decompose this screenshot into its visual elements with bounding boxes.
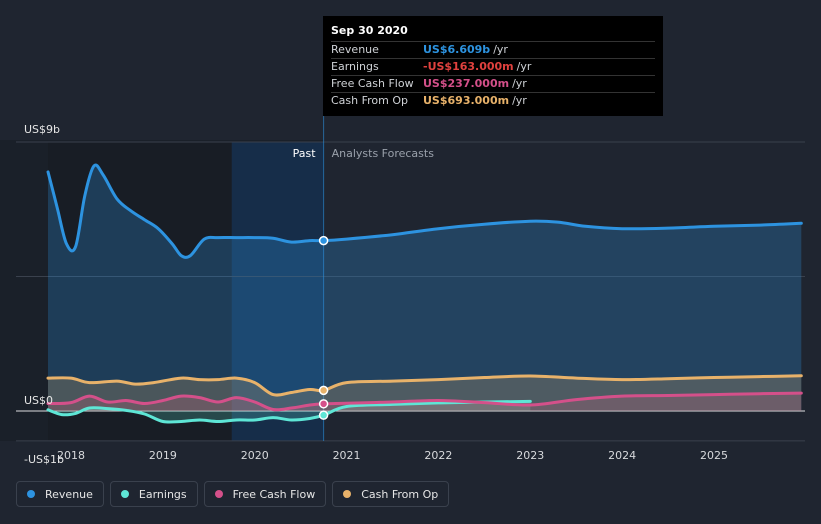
tooltip-row-free-cash-flow: Free Cash Flow US$237.000m /yr: [331, 75, 655, 92]
legend-label: Earnings: [138, 487, 187, 501]
x-tick-label: 2020: [241, 449, 269, 462]
x-tick-label: 2024: [608, 449, 636, 462]
x-tick-label: 2023: [516, 449, 544, 462]
revenue-line: [46, 163, 803, 259]
cash-from-op-area: [48, 375, 802, 411]
tooltip-row-value: US$693.000m: [423, 94, 510, 107]
tooltip-row-unit: /yr: [493, 43, 508, 56]
earnings-line: [46, 399, 532, 424]
legend-dot-icon: [214, 490, 223, 498]
x-tick-label: 2018: [57, 449, 85, 462]
tooltip-row-value: US$6.609b: [423, 43, 491, 56]
legend-item-revenue[interactable]: Revenue: [16, 481, 104, 507]
legend: Revenue Earnings Free Cash Flow Cash Fro…: [16, 481, 450, 507]
free-cash-flow-line: [46, 391, 803, 412]
past-region-shade: [48, 142, 232, 441]
legend-item-free-cash-flow[interactable]: Free Cash Flow: [203, 481, 327, 507]
x-tick-label: 2019: [149, 449, 177, 462]
tooltip-row-unit: /yr: [516, 60, 532, 73]
x-tick-label: 2025: [700, 449, 728, 462]
earnings-marker[interactable]: [318, 410, 329, 420]
legend-label: Free Cash Flow: [232, 487, 316, 501]
legend-dot-icon: [27, 490, 35, 498]
y-tick-label: US$0: [24, 394, 53, 407]
tooltip-row-label: Earnings: [331, 60, 379, 73]
revenue-marker[interactable]: [318, 235, 329, 246]
tooltip-date: Sep 30 2020: [331, 24, 408, 37]
chart-markers[interactable]: [318, 235, 329, 420]
legend-dot-icon: [120, 490, 129, 498]
tooltip-row-unit: /yr: [512, 77, 527, 90]
tooltip-row-earnings: Earnings -US$163.000m /yr: [331, 58, 655, 75]
legend-dot-icon: [343, 490, 352, 498]
y-tick-label: -US$1b: [24, 453, 64, 466]
free-cash-flow-marker[interactable]: [318, 399, 329, 409]
tooltip-row-label: Cash From Op: [331, 94, 409, 107]
legend-label: Cash From Op: [361, 487, 439, 501]
chart-lines: [46, 163, 803, 424]
tooltip-row-label: Free Cash Flow: [331, 77, 414, 90]
tooltip-row-value: US$237.000m: [423, 77, 510, 90]
legend-label: Revenue: [45, 487, 93, 501]
tooltip-row-label: Revenue: [331, 43, 379, 56]
revenue-area: [48, 164, 802, 411]
forecast-label: Analysts Forecasts: [332, 147, 435, 160]
x-tick-label: 2022: [424, 449, 452, 462]
highlight-band: [231, 142, 324, 441]
x-tick-label: 2021: [333, 449, 361, 462]
tooltip: Sep 30 2020 Revenue US$6.609b /yr Earnin…: [323, 16, 663, 116]
cash-from-op-marker[interactable]: [318, 385, 329, 396]
tooltip-row-unit: /yr: [512, 94, 527, 107]
tooltip-row-cash-from-op: Cash From Op US$693.000m /yr: [331, 92, 655, 109]
tooltip-row-value: -US$163.000m: [423, 60, 514, 73]
earnings-area: [48, 401, 531, 423]
tooltip-row-revenue: Revenue US$6.609b /yr: [331, 41, 655, 58]
cash-from-op-line: [46, 374, 803, 397]
legend-item-cash-from-op[interactable]: Cash From Op: [332, 481, 450, 507]
chart-background: [0, 140, 324, 441]
legend-item-earnings[interactable]: Earnings: [109, 481, 198, 507]
past-label: Past: [293, 147, 317, 160]
y-tick-label: US$9b: [24, 123, 60, 136]
